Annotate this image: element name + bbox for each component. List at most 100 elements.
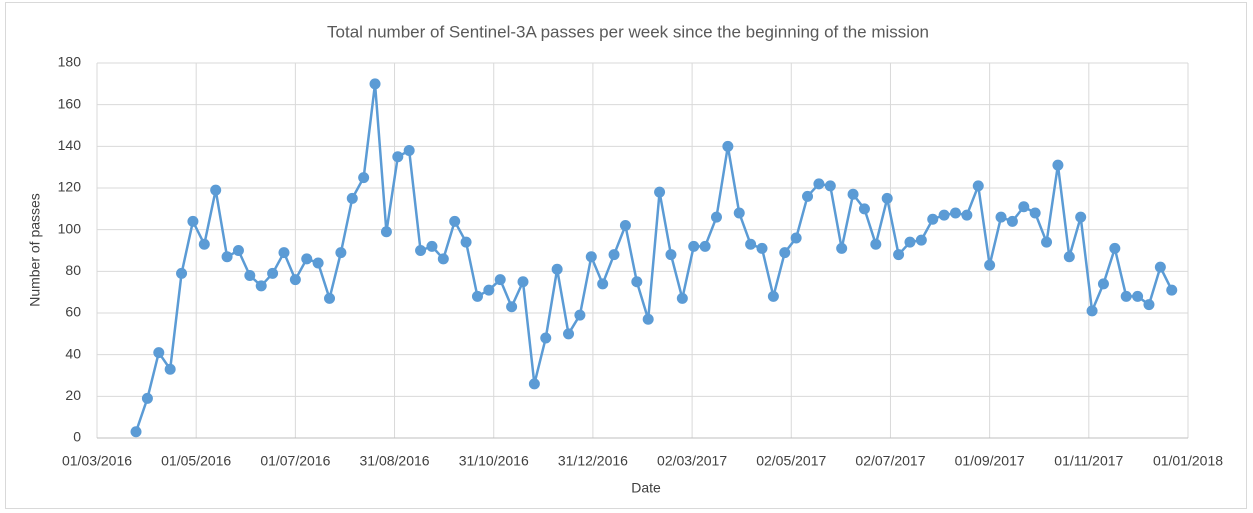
x-tick-label: 01/05/2016 (161, 453, 231, 469)
x-tick-label: 31/10/2016 (459, 453, 529, 469)
data-point (153, 347, 165, 359)
y-tick-label: 0 (73, 429, 81, 445)
data-point (961, 209, 973, 221)
chart-border (5, 2, 1247, 509)
data-point (1063, 251, 1075, 263)
data-point (972, 180, 984, 192)
data-point (904, 236, 916, 248)
data-point (369, 78, 381, 90)
data-point (619, 220, 631, 231)
y-tick-label: 80 (65, 262, 81, 278)
data-point (494, 274, 506, 286)
data-point (164, 363, 176, 375)
data-point (893, 249, 905, 261)
data-point (346, 192, 358, 204)
data-point (324, 292, 336, 304)
data-point (1097, 278, 1109, 290)
data-point (1041, 236, 1053, 248)
data-point (938, 209, 950, 221)
data-point (984, 259, 996, 271)
data-point (426, 240, 438, 252)
data-point (870, 238, 882, 250)
data-point (563, 328, 575, 340)
data-point (301, 253, 313, 265)
x-tick-label: 02/07/2017 (855, 453, 925, 469)
chart-title: Total number of Sentinel-3A passes per w… (327, 22, 929, 41)
data-point (449, 215, 461, 227)
y-tick-label: 40 (65, 345, 81, 361)
x-tick-label: 01/03/2016 (62, 453, 132, 469)
data-point (130, 426, 142, 438)
data-point (1018, 201, 1030, 213)
data-point (585, 251, 597, 263)
data-point (210, 184, 222, 196)
data-point (631, 276, 643, 288)
data-point (483, 284, 495, 296)
data-point (915, 234, 927, 246)
data-point (528, 378, 540, 390)
x-tick-label: 31/08/2016 (360, 453, 430, 469)
x-tick-label: 02/05/2017 (756, 453, 826, 469)
data-point (506, 301, 518, 313)
y-tick-label: 100 (58, 220, 82, 236)
y-tick-label: 160 (58, 95, 82, 111)
x-tick-label: 02/03/2017 (657, 453, 727, 469)
data-point (1086, 305, 1098, 317)
data-point (1132, 290, 1144, 302)
data-point (392, 151, 404, 163)
y-axis-label: Number of passes (27, 193, 43, 307)
data-point (1120, 290, 1132, 302)
data-point (1029, 207, 1041, 219)
data-point (847, 188, 859, 200)
data-point (949, 207, 961, 219)
data-point (1052, 159, 1064, 171)
data-point (232, 245, 244, 256)
data-point (1143, 299, 1155, 311)
data-point (836, 242, 848, 254)
data-point (824, 180, 836, 192)
data-point (574, 309, 586, 321)
data-point (881, 192, 893, 204)
data-point (471, 290, 483, 302)
data-point (642, 313, 654, 325)
y-tick-label: 120 (58, 179, 82, 195)
data-point (1166, 284, 1178, 296)
y-tick-label: 20 (65, 387, 81, 403)
data-point (540, 332, 552, 344)
x-axis-label: Date (631, 480, 661, 496)
x-tick-label: 01/01/2018 (1153, 453, 1223, 469)
data-point (790, 232, 802, 244)
data-point (995, 211, 1007, 223)
data-point (437, 253, 449, 265)
data-point (187, 215, 199, 227)
data-point (255, 280, 267, 292)
data-point (415, 245, 427, 256)
data-point (244, 270, 256, 281)
data-point (1154, 261, 1166, 273)
data-point (176, 267, 188, 279)
data-point (460, 236, 472, 248)
data-point (358, 172, 370, 184)
data-point (779, 247, 791, 259)
data-point (403, 145, 415, 156)
data-point (858, 203, 870, 215)
data-point (289, 274, 301, 286)
x-tick-label: 01/07/2016 (260, 453, 330, 469)
data-point (278, 247, 290, 259)
data-point (267, 267, 279, 279)
data-point (380, 226, 392, 238)
data-point (927, 213, 939, 225)
data-point (517, 276, 529, 288)
data-point (221, 251, 233, 263)
data-point (767, 290, 779, 302)
x-tick-label: 01/09/2017 (955, 453, 1025, 469)
data-point (756, 242, 768, 254)
data-point (198, 238, 210, 250)
data-point (813, 178, 825, 190)
data-point (676, 292, 688, 304)
data-point (745, 238, 757, 250)
data-point (699, 240, 711, 252)
data-point (654, 186, 666, 198)
data-point (665, 249, 677, 261)
